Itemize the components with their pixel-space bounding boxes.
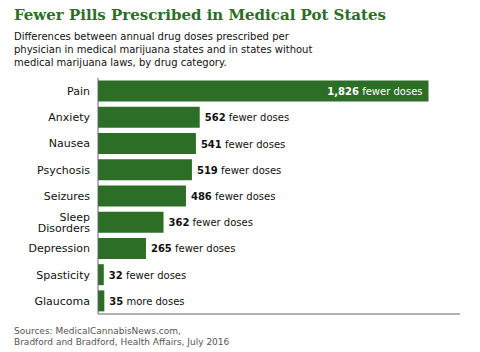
- svg-text:Pain: Pain: [67, 85, 90, 98]
- html-text:medical marijuana laws, by dru: medical marijuana laws, by drug category…: [14, 57, 227, 68]
- html-text:Fewer Pills Prescribed in Medi: Fewer Pills Prescribed in Medical Pot St…: [14, 6, 386, 24]
- svg-text:Psychosis: Psychosis: [37, 164, 90, 177]
- svg-text:35 more doses: 35 more doses: [109, 295, 184, 306]
- svg-text:265 fewer doses: 265 fewer doses: [151, 243, 235, 254]
- svg-text:Seizures: Seizures: [44, 190, 91, 203]
- svg-text:562 fewer doses: 562 fewer doses: [205, 112, 289, 123]
- html-text:physician in medical marijuana: physician in medical marijuana states an…: [14, 44, 313, 55]
- svg-text:1,826 fewer doses: 1,826 fewer doses: [327, 86, 422, 97]
- svg-text:519 fewer doses: 519 fewer doses: [197, 164, 281, 175]
- html-text:Sources: MedicalCannabisNews.c: Sources: MedicalCannabisNews.com,: [14, 326, 181, 336]
- svg-text:SleepDisorders: SleepDisorders: [38, 211, 91, 235]
- html-text:Bradford and Bradford, Health: Bradford and Bradford, Health Affairs, J…: [14, 337, 230, 347]
- html-text:Differences between annual dru: Differences between annual drug doses pr…: [14, 31, 289, 42]
- svg-text:32 fewer doses: 32 fewer doses: [109, 269, 186, 280]
- svg-text:Anxiety: Anxiety: [48, 111, 90, 124]
- svg-text:362 fewer doses: 362 fewer doses: [169, 217, 253, 228]
- svg-text:541 fewer doses: 541 fewer doses: [201, 138, 285, 149]
- svg-text:Spasticity: Spasticity: [36, 269, 90, 282]
- svg-text:486 fewer doses: 486 fewer doses: [191, 191, 275, 202]
- svg-text:Nausea: Nausea: [49, 137, 90, 150]
- svg-text:Glaucoma: Glaucoma: [34, 295, 90, 308]
- svg-text:Depression: Depression: [29, 242, 91, 255]
